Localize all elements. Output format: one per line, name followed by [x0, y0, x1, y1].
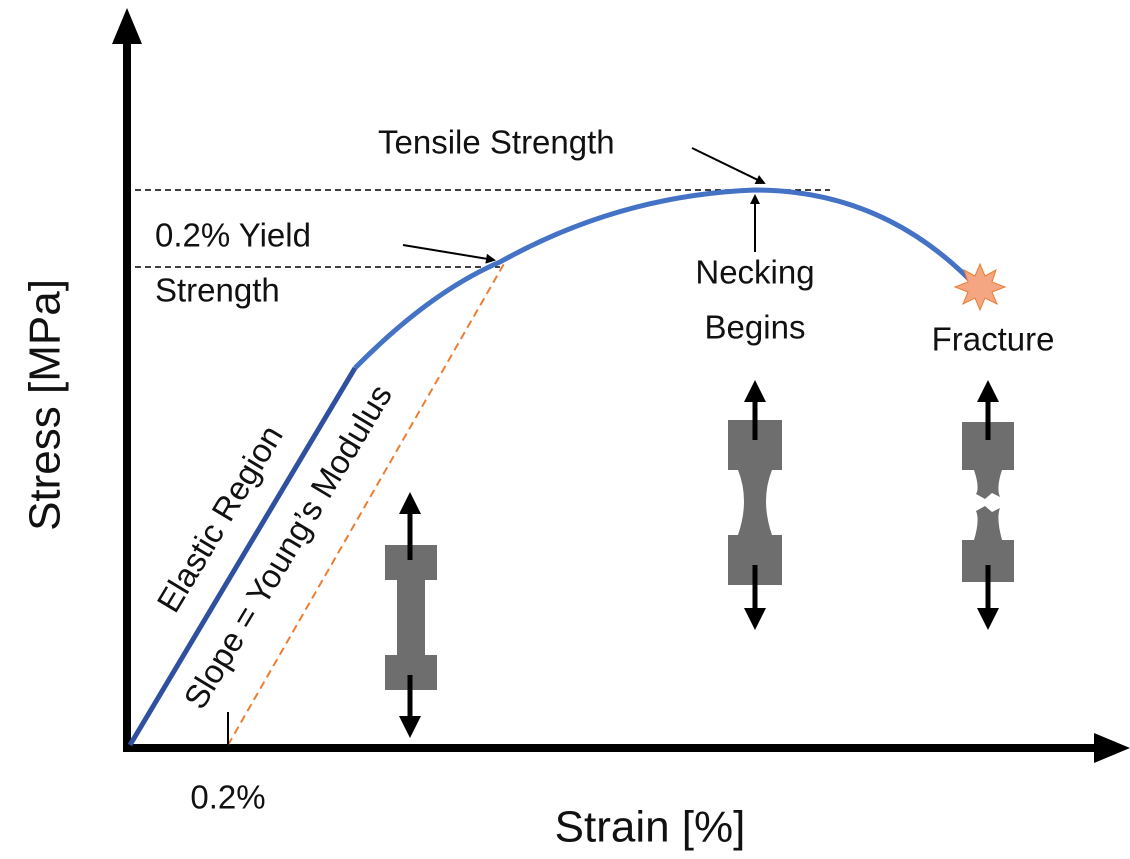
offset-label: 0.2% — [190, 779, 265, 816]
fracture-label: Fracture — [932, 321, 1055, 358]
yield-label: 0.2% Yield — [155, 217, 311, 254]
diagram: Tensile Strength 0.2% Yield Strength Nec… — [0, 0, 1130, 859]
yield-label: Strength — [155, 272, 280, 309]
x-axis-arrow — [1094, 733, 1130, 763]
yield-arrow — [403, 245, 494, 260]
y-axis-arrow — [112, 8, 142, 44]
specimen-fractured — [962, 380, 1014, 630]
tensile-label: Tensile Strength — [378, 124, 615, 161]
page: Tensile Strength 0.2% Yield Strength Nec… — [0, 0, 1130, 859]
tensile-arrow — [692, 148, 764, 183]
plastic-curve — [355, 190, 970, 368]
necking-label: Begins — [705, 309, 806, 346]
specimen-necked — [728, 380, 782, 630]
y-axis-label: Stress [MPa] — [21, 279, 70, 531]
x-axis-label: Strain [%] — [555, 803, 746, 852]
specimen-intact — [385, 492, 437, 738]
elastic-line — [130, 368, 355, 745]
offset-line — [228, 262, 505, 745]
necking-label: Necking — [695, 254, 814, 291]
